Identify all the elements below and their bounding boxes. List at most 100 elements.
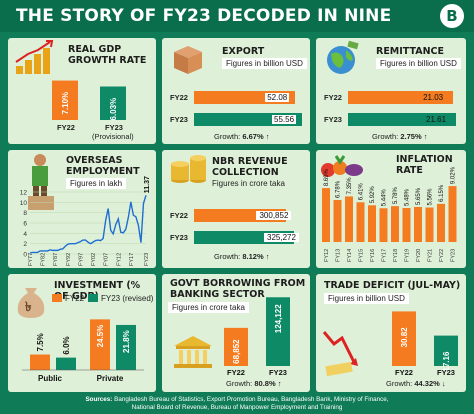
investment-value: 6.0% bbox=[62, 336, 71, 354]
overseas-x-tick: FY97 bbox=[78, 253, 84, 266]
overseas-x-tick: FY23 bbox=[144, 253, 150, 266]
gdp-cat-note: (Provisional) bbox=[92, 132, 134, 141]
legend-label-fy22: FY22 bbox=[65, 294, 85, 303]
nbr-title: NBR REVENUE COLLECTION bbox=[212, 156, 288, 178]
export-cat-fy22: FY22 bbox=[170, 93, 188, 102]
overseas-last-value: 11.37 bbox=[144, 176, 151, 193]
brand-logo: B bbox=[440, 4, 464, 28]
investment-value: 24.5% bbox=[96, 325, 105, 348]
nbr-cat-fy23: FY23 bbox=[170, 233, 188, 242]
trade-subtitle: Figures in billion USD bbox=[324, 293, 409, 304]
sources-note: Sources: Bangladesh Bureau of Statistics… bbox=[85, 396, 389, 411]
investment-cat-public: Public bbox=[38, 374, 63, 383]
overseas-x-tick: FY17 bbox=[129, 253, 135, 266]
inflation-x-tick: FY20 bbox=[416, 249, 422, 262]
page-title: THE STORY OF FY23 DECODED IN NINE CHARTS bbox=[0, 0, 474, 58]
overseas-x-tick: FY87 bbox=[53, 253, 59, 266]
legend-swatch-fy22 bbox=[52, 294, 62, 302]
inflation-bar bbox=[368, 205, 376, 242]
overseas-chart: 0 2 4 6 8 10 12 FY77 FY82 FY87 FY92 FY97 FY02 FY07 FY1… bbox=[20, 176, 151, 266]
panel-nbr: NBR REVENUE COLLECTION Figures in crore t… bbox=[162, 150, 310, 268]
panel-gdp: REAL GDP GROWTH RATE 7.10% 6.03% FY22 FY23… bbox=[8, 38, 156, 144]
inflation-bar bbox=[322, 188, 330, 242]
inflation-bar bbox=[391, 206, 399, 242]
falling-graph-icon bbox=[322, 331, 358, 377]
export-cat-fy23: FY23 bbox=[170, 115, 188, 124]
legend-label-fy23: FY23 (revised) bbox=[101, 294, 154, 303]
overseas-x-tick: FY77 bbox=[28, 253, 34, 266]
remittance-cat-fy23: FY23 bbox=[324, 115, 342, 124]
remittance-title: REMITTANCE bbox=[376, 46, 444, 57]
overseas-x-tick: FY92 bbox=[66, 253, 72, 266]
gdp-bar-fy23 bbox=[100, 86, 126, 120]
inflation-bar bbox=[437, 203, 445, 242]
trade-bar-fy23 bbox=[434, 335, 458, 366]
overseas-x-tick: FY82 bbox=[41, 253, 47, 266]
inflation-x-tick: FY14 bbox=[347, 249, 353, 262]
remittance-bar-fy23 bbox=[348, 113, 456, 126]
nbr-value-fy22: 300,852 bbox=[256, 211, 292, 220]
borrowing-cat-fy23: FY23 bbox=[269, 368, 287, 377]
inflation-bar bbox=[333, 199, 342, 242]
inflation-x-tick: FY22 bbox=[439, 249, 445, 262]
gdp-bar-fy22 bbox=[52, 80, 78, 120]
investment-cat-private: Private bbox=[97, 374, 124, 383]
investment-bar bbox=[30, 354, 50, 370]
inflation-title: INFLATION RATE bbox=[396, 154, 453, 176]
nbr-subtitle: Figures in crore taka bbox=[212, 179, 285, 188]
remittance-growth: Growth: 2.75% ↑ bbox=[372, 132, 428, 141]
borrowing-bar-fy23 bbox=[266, 297, 290, 366]
investment-value: 7.5% bbox=[36, 333, 45, 351]
trade-bar-fy22 bbox=[392, 311, 416, 366]
remittance-value-fy22: 21.03 bbox=[423, 93, 444, 102]
inflation-x-tick: FY16 bbox=[370, 249, 376, 262]
inflation-value: 5.65% bbox=[416, 187, 422, 205]
investment-chart: 7.5% 24.5% 6.0% 21.8% Public Private bbox=[22, 319, 144, 383]
worker-icon bbox=[28, 154, 54, 210]
panel-investment: ৳ INVESTMENT (% OF GDP) FY22 FY23 (revis… bbox=[8, 274, 156, 392]
inflation-chart: 8.69% FY12 6.78% FY13 7.35% FY14 6.41% FY15 5.92… bbox=[322, 166, 457, 262]
overseas-series-line bbox=[29, 195, 147, 254]
panel-remittance: REMITTANCE Figures in billion USD FY22 F… bbox=[316, 38, 466, 144]
inflation-bar bbox=[402, 208, 411, 242]
borrowing-bar-fy22 bbox=[224, 327, 248, 366]
globe-icon bbox=[327, 40, 359, 74]
borrowing-chart: 68,852 FY22 124,122 FY23 bbox=[224, 297, 290, 377]
inflation-value: 5.78% bbox=[393, 186, 399, 204]
inflation-value: 5.44% bbox=[382, 189, 388, 207]
gdp-cat-fy22: FY22 bbox=[57, 123, 75, 132]
investment-title: INVESTMENT (% OF GDP) bbox=[54, 280, 141, 302]
inflation-x-tick: FY17 bbox=[382, 249, 388, 262]
inflation-bar bbox=[414, 206, 422, 242]
trade-cat-fy23: FY23 bbox=[437, 368, 455, 377]
inflation-bar bbox=[379, 208, 388, 242]
inflation-x-tick: FY15 bbox=[359, 249, 365, 262]
inflation-x-tick: FY21 bbox=[428, 249, 434, 262]
inflation-bar bbox=[425, 207, 434, 242]
borrowing-subtitle: Figures in crore taka bbox=[168, 302, 249, 313]
investment-value: 21.8% bbox=[122, 330, 131, 353]
overseas-y-tick: 10 bbox=[20, 200, 28, 207]
inflation-value: 5.56% bbox=[428, 188, 434, 206]
borrowing-title: GOVT BORROWING FROM BANKING SECTOR bbox=[170, 278, 306, 300]
inflation-value: 9.02% bbox=[451, 166, 457, 184]
inflation-x-tick: FY18 bbox=[393, 249, 399, 262]
panel-trade: TRADE DEFICIT (JUL-MAY) Figures in billi… bbox=[316, 274, 466, 392]
overseas-subtitle: Figures in lakh bbox=[66, 178, 127, 189]
inflation-value: 7.35% bbox=[347, 177, 353, 195]
nbr-growth: Growth: 8.12% ↑ bbox=[214, 252, 270, 261]
nbr-value-fy23: 325,272 bbox=[264, 233, 299, 242]
trade-growth: Growth: 44.32% ↓ bbox=[386, 379, 446, 388]
rising-coins-icon bbox=[15, 40, 54, 74]
legend-swatch-fy23 bbox=[88, 294, 98, 302]
inflation-value: 6.78% bbox=[336, 180, 342, 198]
inflation-value: 8.69% bbox=[324, 168, 330, 186]
inflation-x-tick: FY19 bbox=[405, 249, 411, 262]
export-subtitle: Figures in billion USD bbox=[222, 58, 307, 69]
borrowing-value-fy22: 68,852 bbox=[232, 339, 241, 364]
export-box-icon bbox=[174, 46, 202, 74]
investment-bar bbox=[56, 357, 76, 370]
inflation-value: 6.15% bbox=[439, 184, 445, 202]
